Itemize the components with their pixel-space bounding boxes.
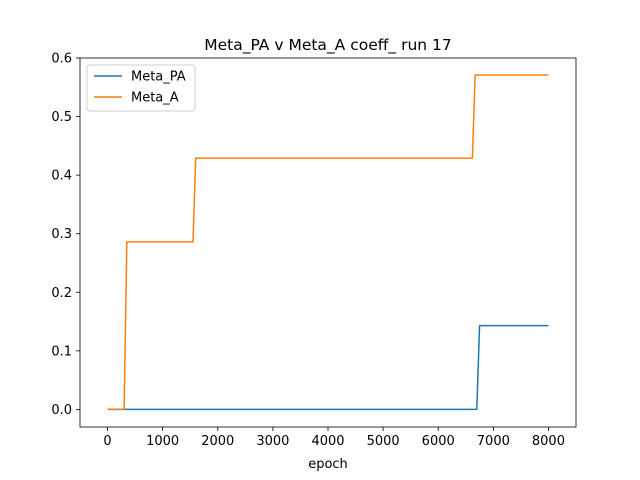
legend-label-meta-pa: Meta_PA [131,70,186,85]
x-tick-label: 7000 [477,434,510,449]
y-tick-label: 0.2 [51,286,72,301]
chart-title: Meta_PA v Meta_A coeff_ run 17 [204,36,452,55]
x-tick-label: 2000 [201,434,234,449]
x-tick-label: 0 [103,434,111,449]
x-tick-label: 8000 [532,434,565,449]
y-tick-label: 0.1 [51,344,72,359]
x-tick-label: 5000 [367,434,400,449]
plot-area [79,57,577,428]
x-tick-label: 6000 [422,434,455,449]
y-tick-label: 0.5 [51,110,72,125]
x-tick-label: 4000 [311,434,344,449]
y-tick-label: 0.3 [51,227,72,242]
y-axis: 0.0 0.1 0.2 0.3 0.4 0.5 0.6 [51,52,80,418]
x-axis: 0 1000 2000 3000 4000 5000 6000 7000 8000 [103,427,565,449]
x-tick-label: 1000 [146,434,179,449]
y-tick-label: 0.0 [51,403,72,418]
y-tick-label: 0.4 [51,169,72,184]
y-tick-label: 0.6 [51,52,72,67]
x-tick-label: 3000 [256,434,289,449]
x-axis-label: epoch [308,457,348,472]
legend: Meta_PA Meta_A [86,64,196,112]
legend-label-meta-a: Meta_A [131,91,179,106]
series-line-meta-pa [107,324,549,411]
series-line-meta-a [107,74,549,411]
